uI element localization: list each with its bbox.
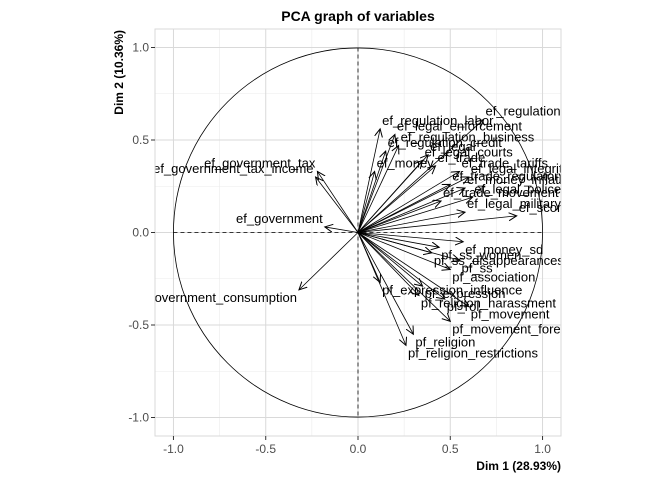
x-axis-ticks: -1.0 -0.5 0.0 0.5 1.0 — [163, 436, 551, 456]
y-tick-label: 0.5 — [132, 133, 149, 147]
variable-arrow — [357, 201, 441, 233]
y-tick-label: 1.0 — [132, 41, 149, 55]
variable-label: ef_legal_courts — [425, 144, 514, 159]
variable-label: ef_money_sd — [465, 242, 543, 257]
variable-label: pf_expression — [425, 286, 506, 301]
variable-label: ef_regulation_credit — [388, 135, 503, 150]
x-tick-label: 0.0 — [350, 442, 367, 456]
variable-arrows — [299, 120, 517, 346]
x-tick-label: 1.0 — [534, 442, 551, 456]
variable-arrow — [357, 216, 517, 233]
variable-arrow — [316, 177, 359, 233]
variable-arrow — [357, 160, 423, 233]
variable-arrow — [357, 197, 472, 233]
x-axis-title: Dim 1 (28.93%) — [476, 459, 561, 473]
variable-label: ef_regulation_labor — [382, 113, 494, 128]
variable-arrow — [357, 232, 423, 287]
variable-label: pf_association — [452, 270, 535, 285]
variable-arrow — [357, 129, 380, 233]
variable-label: pf_ss_women — [441, 247, 521, 262]
variable-label: pf_ss — [462, 260, 494, 275]
variable-label: ef_trade_movement — [443, 185, 559, 200]
variable-arrow — [357, 171, 460, 233]
variable-arrow — [357, 232, 463, 242]
variable-label: ef_government_tax — [204, 155, 316, 170]
variable-label: ef_legal — [430, 139, 476, 154]
y-tick-label: -1.0 — [128, 411, 149, 425]
variable-arrow — [357, 188, 465, 233]
variable-label: ef_legal_enforcement — [397, 118, 522, 133]
variable-label: ef_regulation — [485, 104, 560, 119]
variable-label: ef_legal_integrity — [471, 161, 570, 176]
variable-label: pf_ss_disappearances_killed — [434, 253, 601, 268]
variable-arrow — [357, 171, 375, 233]
variable-arrow — [325, 227, 359, 233]
variable-label: ef_trade_tariffs — [462, 155, 549, 170]
variable-arrow — [357, 232, 406, 346]
variable-labels: ef_government_taxef_government_tax_incom… — [129, 104, 601, 361]
variable-label: ef_trade_regulatory — [452, 168, 565, 183]
variable-arrow — [357, 166, 436, 233]
variable-arrow — [299, 232, 359, 290]
variable-label: pf_movement_foreign — [452, 321, 578, 336]
chart-title: PCA graph of variables — [281, 8, 435, 24]
variable-label: ef_government — [236, 211, 323, 226]
y-tick-label: 0.0 — [132, 226, 149, 240]
y-axis-ticks: -1.0 -0.5 0.0 0.5 1.0 — [128, 41, 155, 425]
variable-label: pf_religion_restrictions — [408, 345, 539, 360]
x-tick-label: -0.5 — [255, 442, 276, 456]
variable-arrow — [357, 146, 399, 233]
x-tick-label: 0.5 — [442, 442, 459, 456]
x-tick-label: -1.0 — [163, 442, 184, 456]
variable-label: ef_regulation_business — [401, 130, 535, 145]
variable-label: pf_movement — [471, 307, 550, 322]
variable-label: pf_rol — [447, 299, 480, 314]
variable-label: ef_government_tax_income — [153, 161, 313, 176]
y-axis-title: Dim 2 (10.36%) — [112, 30, 126, 115]
variable-arrow — [357, 232, 419, 296]
variable-arrow — [357, 232, 439, 248]
variable-arrow — [357, 184, 450, 233]
variable-arrow — [357, 151, 386, 233]
variable-label: ef_money_inflation — [467, 172, 576, 187]
variable-label: pf_religion — [415, 334, 475, 349]
variable-label: pf_religion_harassment — [421, 295, 557, 310]
variable-label: ef_legal_military — [467, 196, 561, 211]
variable-arrow — [357, 232, 460, 261]
y-tick-label: -0.5 — [128, 318, 149, 332]
variable-arrow — [357, 232, 413, 335]
variable-label: ef_government_consumption — [129, 290, 297, 305]
variable-arrow — [357, 232, 469, 307]
variable-label: pf_expression_influence — [382, 282, 522, 297]
variable-arrow — [357, 232, 450, 322]
variable-arrow — [357, 232, 445, 300]
variable-label: ef_legal_police — [474, 181, 561, 196]
variable-arrow — [357, 120, 483, 233]
variable-arrow — [357, 212, 465, 233]
variable-arrow — [317, 171, 359, 233]
variable-arrow — [357, 232, 450, 270]
variable-label: ef_trade — [438, 150, 486, 165]
variable-arrow — [357, 134, 395, 233]
variable-label: ef_money — [377, 155, 435, 170]
variable-label: ef_score — [519, 200, 569, 215]
